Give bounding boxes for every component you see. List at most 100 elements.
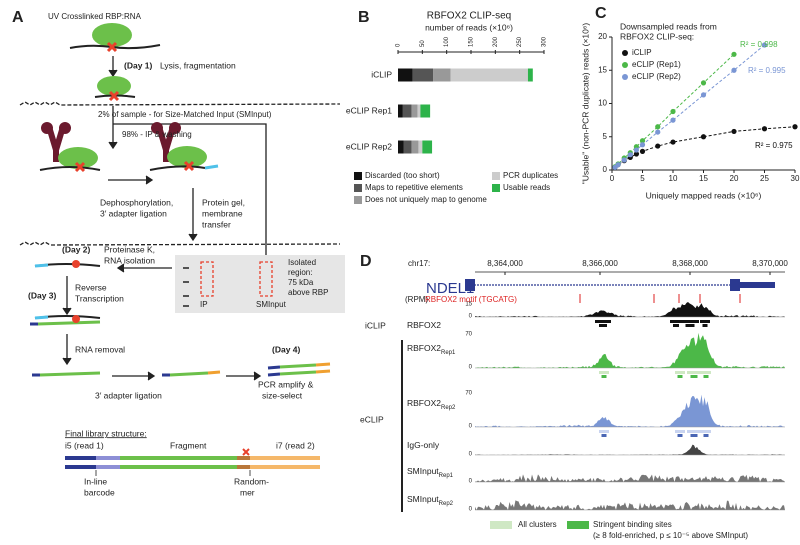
point bbox=[639, 142, 646, 148]
step-label: membrane bbox=[202, 208, 243, 218]
panel-label: C bbox=[595, 5, 607, 22]
panel-d-drawing bbox=[401, 271, 785, 529]
legend-label: All clusters bbox=[518, 520, 557, 529]
legend-label: Stringent binding sites bbox=[593, 520, 672, 529]
day-label: (Day 3) bbox=[28, 290, 57, 300]
x-axis-label: Uniquely mapped reads (×10⁶) bbox=[646, 190, 762, 200]
group-label: eCLIP bbox=[360, 414, 384, 424]
stringent-site bbox=[690, 434, 698, 437]
panel-a-drawing bbox=[19, 23, 345, 476]
chart-title: RBFOX2 CLIP-seq bbox=[427, 11, 511, 22]
point bbox=[633, 147, 640, 153]
signal bbox=[475, 500, 785, 510]
library-part: i5 (read 1) bbox=[65, 440, 104, 450]
legend-label: iCLIP bbox=[632, 48, 652, 57]
coord-label: 8,366,000 bbox=[582, 259, 618, 268]
point bbox=[731, 67, 737, 73]
scale-max: 70 bbox=[465, 332, 472, 338]
legend-marker bbox=[622, 62, 628, 68]
cluster bbox=[701, 430, 711, 433]
legend-label: Maps to repetitive elements bbox=[365, 183, 463, 192]
legend-label: Usable reads bbox=[503, 183, 550, 192]
track-name: IgG-only bbox=[407, 440, 440, 450]
signal bbox=[475, 394, 785, 427]
gene-name: NDEL1 bbox=[426, 280, 474, 297]
point bbox=[792, 124, 798, 130]
step-label: Transcription bbox=[75, 293, 124, 303]
bar-segment bbox=[398, 104, 403, 118]
gel-note: region: bbox=[288, 268, 312, 277]
step-label: 2% of sample - for Size-Matched Input (S… bbox=[98, 110, 272, 119]
scale-min: 0 bbox=[469, 452, 473, 458]
legend-label: (≥ 8 fold-enriched, p ≤ 10⁻⁵ above SMInp… bbox=[593, 531, 748, 540]
legend-label: eCLIP (Rep2) bbox=[632, 72, 681, 81]
stringent-site bbox=[601, 434, 607, 437]
legend-swatch bbox=[492, 184, 500, 192]
x-tick-label: 30 bbox=[791, 174, 800, 183]
x-tick-label: 300 bbox=[542, 36, 548, 47]
stringent-site bbox=[690, 375, 698, 378]
group-label: iCLIP bbox=[365, 320, 386, 330]
library-part: Fragment bbox=[170, 440, 207, 450]
panel-label: B bbox=[358, 9, 370, 26]
track-label: RBFOX2 bbox=[407, 320, 441, 330]
x-tick-label: 150 bbox=[469, 36, 475, 47]
stringent-site bbox=[677, 434, 683, 437]
point bbox=[621, 157, 627, 163]
cluster bbox=[675, 371, 685, 374]
legend-swatch bbox=[492, 172, 500, 180]
step-label: Reverse bbox=[75, 282, 107, 292]
bar-segment bbox=[411, 140, 419, 154]
legend-label: eCLIP (Rep1) bbox=[632, 60, 681, 69]
cluster bbox=[681, 320, 699, 323]
bar-segment bbox=[418, 140, 423, 154]
legend-swatch bbox=[354, 172, 362, 180]
x-tick-label: 20 bbox=[730, 174, 739, 183]
chrom-label: chr17: bbox=[408, 259, 430, 268]
point bbox=[731, 51, 737, 57]
trend-line bbox=[614, 53, 735, 168]
x-tick-label: 5 bbox=[640, 174, 645, 183]
track-name: SMInput bbox=[407, 494, 439, 504]
stringent-site bbox=[599, 324, 607, 327]
point bbox=[700, 134, 707, 140]
panel-label: D bbox=[360, 253, 372, 270]
day-label: (Day 4) bbox=[272, 344, 301, 354]
coord-label: 8,368,000 bbox=[672, 259, 708, 268]
cluster bbox=[670, 320, 682, 323]
signal bbox=[475, 444, 785, 455]
x-tick-label: 0 bbox=[610, 174, 615, 183]
signal bbox=[475, 474, 785, 482]
stringent-site bbox=[601, 375, 607, 378]
point bbox=[670, 139, 676, 145]
point bbox=[731, 128, 737, 135]
bar-segment bbox=[527, 68, 533, 82]
units-label: (RPM) bbox=[405, 295, 428, 304]
step-label: Protein gel, bbox=[202, 197, 245, 207]
gel-note: 75 kDa bbox=[288, 278, 314, 287]
y-tick-label: 0 bbox=[603, 165, 608, 174]
track-sub: Rep2 bbox=[441, 405, 456, 411]
day-label: (Day 2) bbox=[62, 244, 91, 254]
scale-min: 0 bbox=[469, 479, 473, 485]
cluster bbox=[687, 371, 701, 374]
stringent-site bbox=[703, 375, 709, 378]
stringent-site bbox=[677, 375, 683, 378]
category-label: eCLIP Rep2 bbox=[346, 141, 392, 151]
library-part: In-line bbox=[84, 476, 107, 486]
point bbox=[615, 162, 621, 168]
library-part: mer bbox=[240, 487, 255, 497]
y-tick-label: 20 bbox=[598, 32, 607, 41]
signal bbox=[475, 302, 785, 317]
point bbox=[633, 151, 640, 157]
library-title: Final library structure: bbox=[65, 428, 147, 438]
coord-label: 8,370,000 bbox=[752, 259, 788, 268]
annotation: R² = 0.975 bbox=[755, 141, 793, 150]
cluster bbox=[599, 430, 609, 433]
category-label: eCLIP Rep1 bbox=[346, 105, 392, 115]
step-label: 3′ adapter ligation bbox=[95, 390, 162, 400]
chart-subtitle: number of reads (×10⁶) bbox=[425, 22, 513, 32]
x-tick-label: 200 bbox=[493, 36, 499, 47]
bar-segment bbox=[398, 140, 404, 154]
bar-segment bbox=[422, 140, 433, 154]
